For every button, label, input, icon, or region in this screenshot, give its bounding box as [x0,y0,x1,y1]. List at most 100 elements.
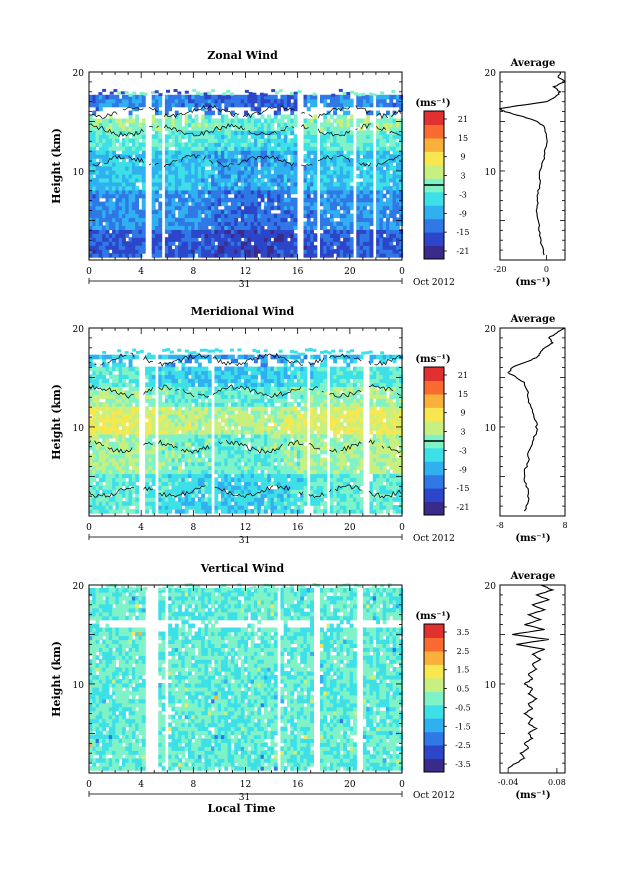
heatmap-cell [135,374,140,380]
heatmap-cell [95,370,100,376]
heatmap-cell [118,241,123,246]
heatmap-cell [376,185,380,191]
heatmap-cell [356,122,361,128]
heatmap-cell [168,394,173,399]
heatmap-cell [102,146,107,151]
heatmap-cell [240,138,245,143]
heatmap-cell [306,166,311,171]
heatmap-cell [214,461,219,467]
heatmap-cell [98,382,103,387]
heatmap-cell [128,177,133,183]
heatmap-cell [89,237,93,242]
heatmap-cell [178,94,182,100]
heatmap-cell [287,118,291,124]
heatmap-cell [244,142,248,147]
heatmap-cell [178,410,182,415]
heatmap-cell [366,138,371,143]
heatmap-cell [164,354,169,360]
heatmap-cell [164,98,169,104]
heatmap-cell [204,201,209,207]
heatmap-cell [395,205,400,211]
heatmap-cell [399,150,404,155]
heatmap-cell [349,225,354,230]
heatmap-cell [151,237,156,242]
heatmap-cell [171,233,176,238]
heatmap-cell [184,253,189,258]
heatmap-cell [234,402,239,407]
heatmap-cell [138,249,143,254]
heatmap-cell [346,138,351,143]
heatmap-cell [211,166,215,171]
heatmap-cell [95,426,100,431]
heatmap-cell [188,193,192,199]
heatmap-cell [230,122,235,128]
heatmap-cell [207,253,212,258]
heatmap-cell [224,142,229,147]
heatmap-cell [135,473,140,479]
heatmap-cell [359,102,364,108]
heatmap-cell [125,505,130,510]
heatmap-cell [98,429,103,435]
heatmap-cell [141,166,146,171]
heatmap-cell [155,193,159,199]
heatmap-cell [125,170,130,175]
heatmap-cell [306,249,311,254]
heatmap-cell [240,497,245,502]
heatmap-cell [178,98,182,104]
heatmap-cell [196,91,200,95]
heatmap-cell [349,189,354,195]
heatmap-cell [207,386,212,391]
heatmap-cell [148,457,153,463]
heatmap-cell [125,197,130,203]
heatmap-cell [234,394,239,399]
heatmap-cell [326,193,331,199]
heatmap-cell [122,366,126,372]
heatmap-cell [151,354,156,360]
heatmap-cell [98,481,103,486]
heatmap-cell [188,437,192,443]
heatmap-cell [280,154,285,159]
heatmap-cell [229,92,234,96]
heatmap-cell [329,122,334,128]
heatmap-cell [366,185,371,191]
heatmap-cell [105,485,110,490]
heatmap-cell [98,170,103,175]
heatmap-cell [148,414,153,419]
heatmap-cell [92,94,97,100]
heatmap-cell [184,370,189,376]
heatmap-cell [191,217,196,223]
heatmap-cell [112,453,116,459]
heatmap-cell [310,146,314,151]
heatmap-cell [306,193,311,199]
heatmap-cell [359,146,364,151]
heatmap-cell [95,209,100,215]
heatmap-cell [395,166,400,171]
heatmap-cell [158,162,163,167]
heatmap-cell [339,217,344,223]
heatmap-cell [148,453,153,459]
heatmap-cell [244,150,248,155]
heatmap-cell [250,102,255,108]
heatmap-cell [115,497,120,502]
heatmap-cell [234,237,239,242]
heatmap-cell [247,193,252,199]
heatmap-cell [217,374,222,380]
heatmap-cell [108,489,113,494]
heatmap-cell [306,158,311,163]
heatmap-cell [280,142,285,147]
heatmap-cell [92,433,97,439]
heatmap-cell [115,229,120,234]
heatmap-cell [310,189,314,195]
heatmap-cell [257,150,262,155]
heatmap-cell [234,122,239,128]
heatmap-cell [326,170,331,175]
heatmap-cell [191,386,196,391]
heatmap-cell [181,394,186,399]
heatmap-cell [204,233,209,238]
heatmap-cell [346,189,351,195]
heatmap-cell [207,173,212,179]
heatmap-cell [283,221,288,226]
heatmap-cell [277,249,281,254]
heatmap-cell [207,114,212,120]
heatmap-cell [102,237,107,242]
